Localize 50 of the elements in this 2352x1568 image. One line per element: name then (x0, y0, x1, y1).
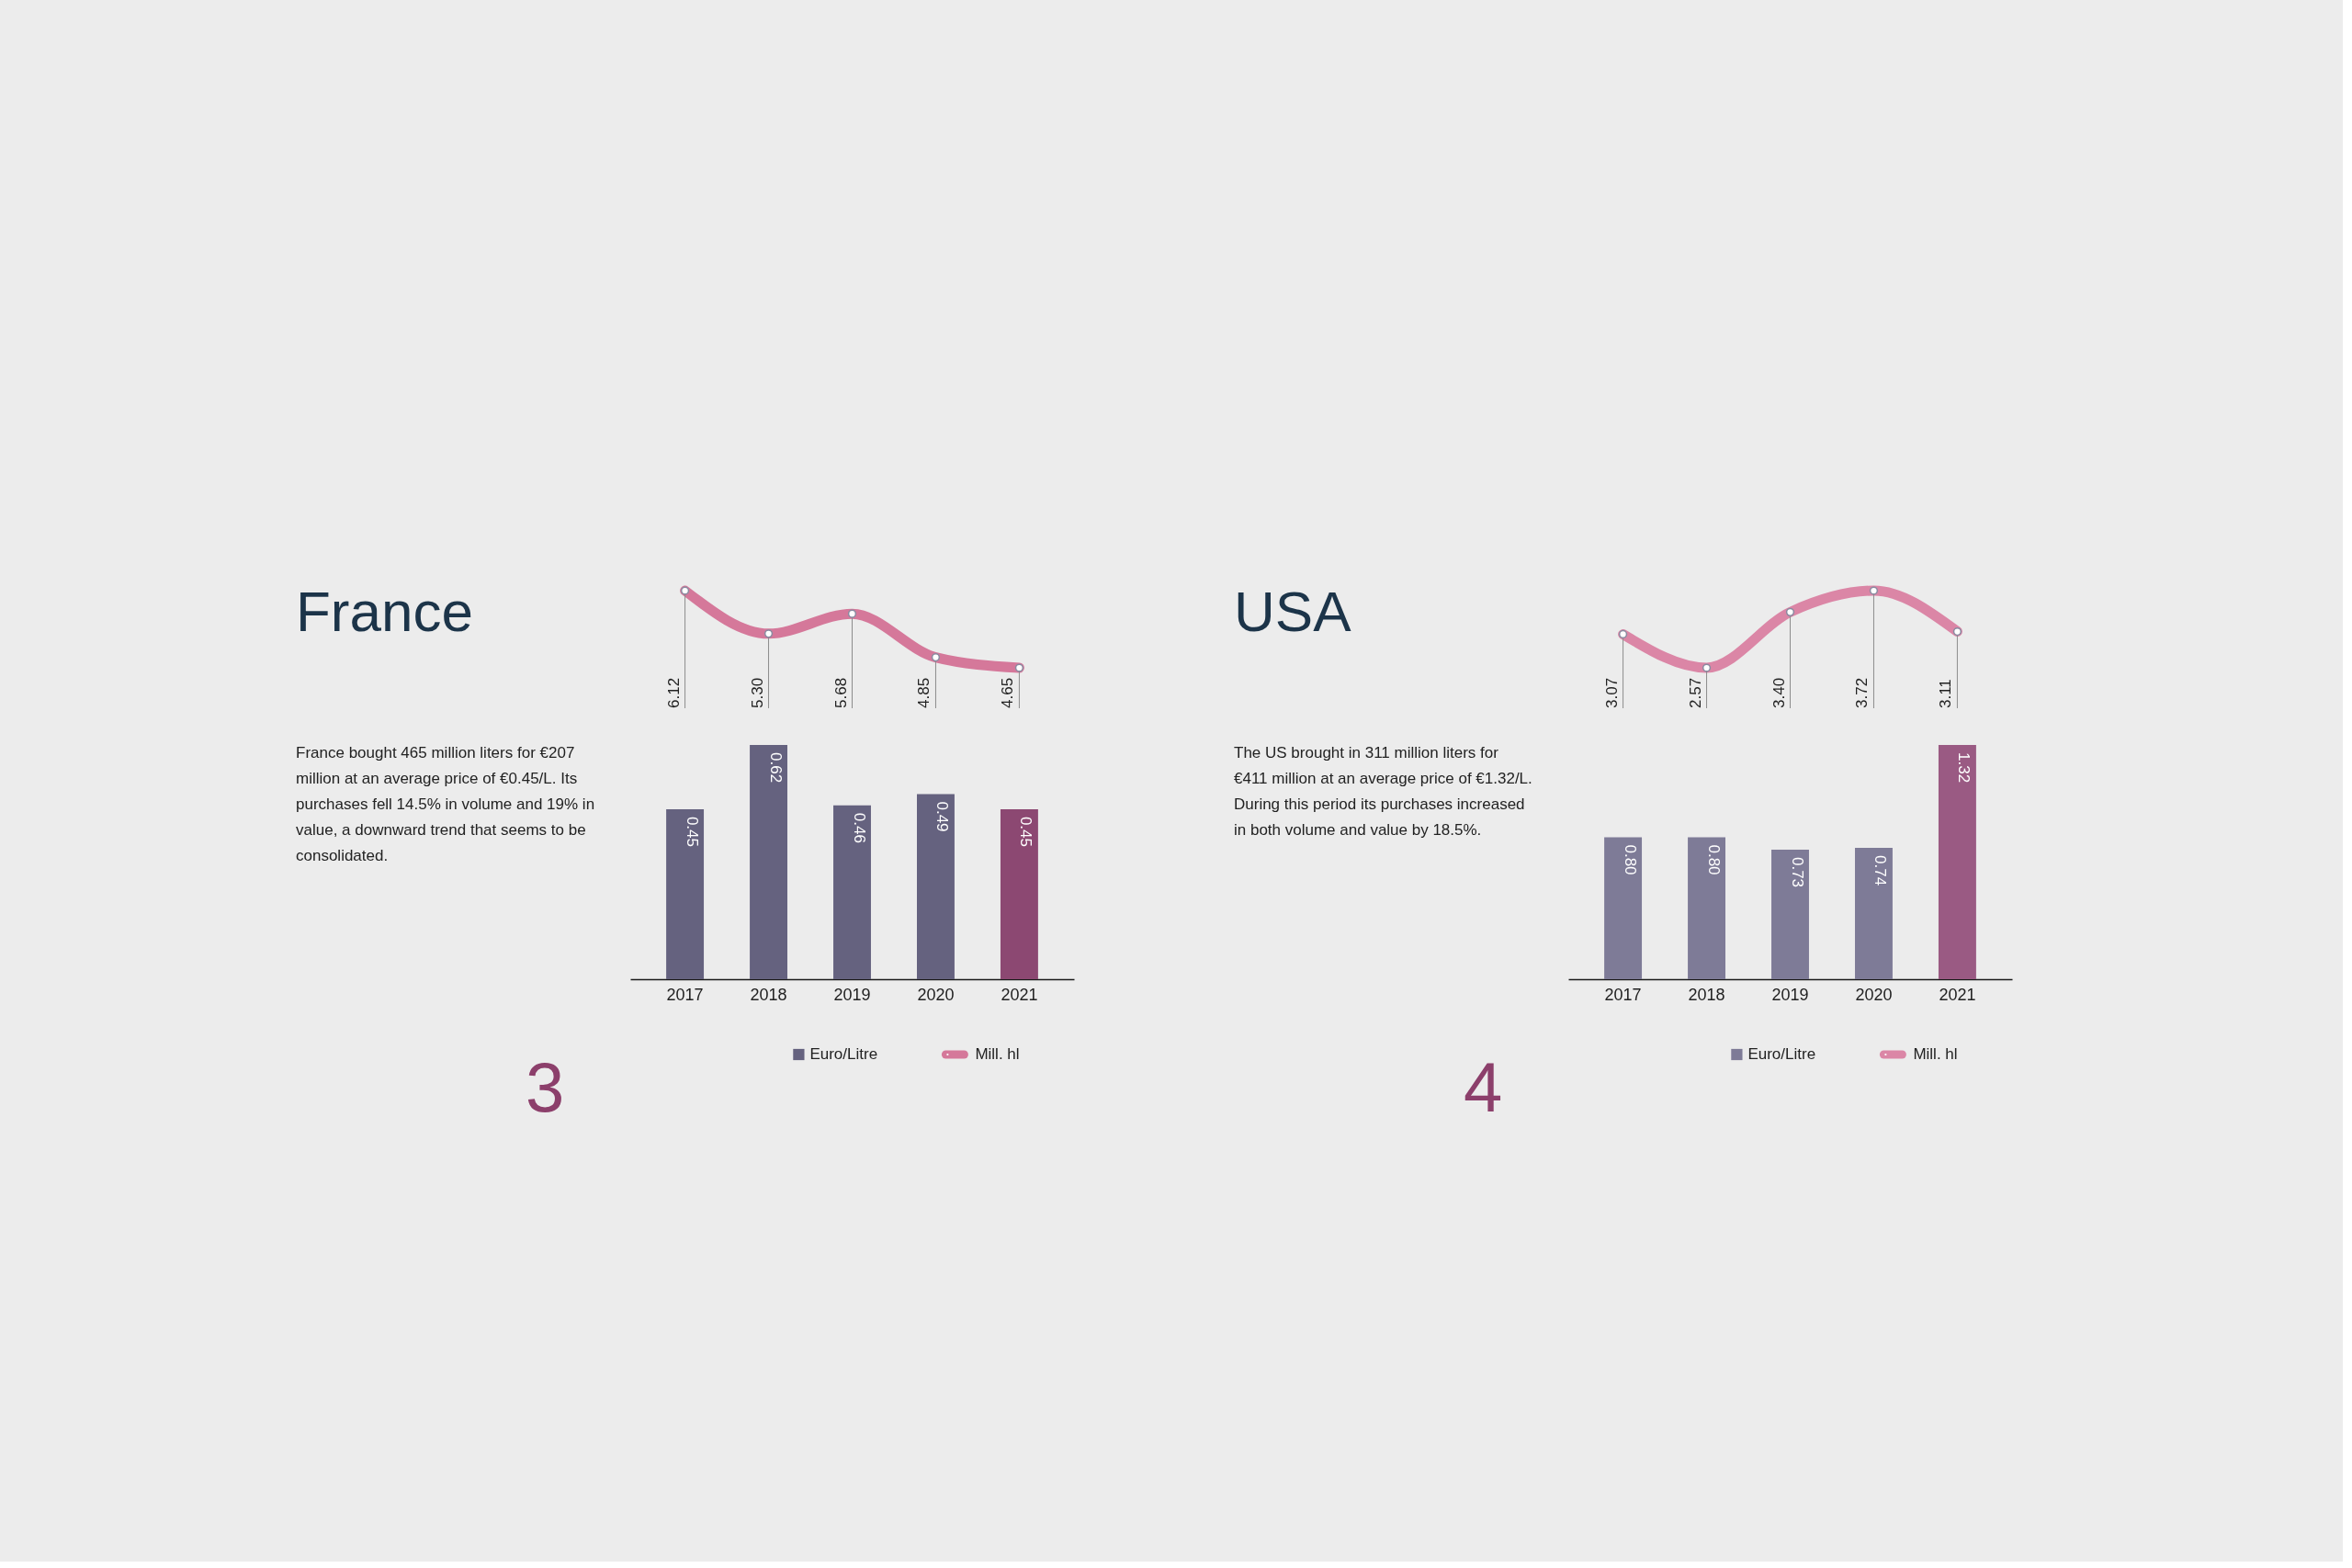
text: The US brought in 311 million liters for €411 million at an average price of €1.32/L. During this period its purchases increased in both volume and value by 18.5%. (1234, 744, 1532, 839)
x-tick-label: 2020 (1855, 985, 1893, 1004)
data-label: 0.45 (1017, 816, 1035, 848)
data-label: 3.72 (1853, 677, 1871, 708)
x-tick-label: 2017 (1604, 985, 1642, 1004)
chart-title: USA (1234, 580, 1352, 643)
data-label: 5.68 (831, 677, 850, 708)
data-label: 0.80 (1704, 844, 1723, 875)
bar (1604, 837, 1643, 979)
data-label: 3.11 (1937, 679, 1955, 708)
legend-label: Euro/Litre (809, 1045, 878, 1063)
bar (1000, 808, 1038, 979)
data-label: 0.45 (683, 816, 701, 848)
data-label: 2.57 (1686, 677, 1704, 708)
x-tick-label: 2019 (833, 985, 871, 1004)
data-label: 3.07 (1602, 677, 1621, 708)
legend-label: Mill. hl (1913, 1045, 1958, 1063)
text: 3 (526, 1048, 565, 1126)
x-tick-label: 2021 (1939, 985, 1976, 1004)
legend-label: Euro/Litre (1747, 1045, 1816, 1063)
bar (1771, 849, 1809, 979)
data-label: 0.74 (1871, 855, 1890, 886)
x-tick-label: 2017 (666, 985, 704, 1004)
bar (666, 808, 705, 979)
bar (833, 805, 871, 979)
data-label: 0.80 (1621, 844, 1639, 875)
text: France bought 465 million liters for €207 million at an average price of €0.45/L. Its purchases fell 14.5% in volume and 19% in value, a downward trend that seems to be consolidated. (296, 744, 595, 864)
data-label: 0.46 (850, 812, 868, 843)
data-label: 6.12 (664, 677, 683, 708)
chart-title: France (296, 580, 473, 643)
x-tick-label: 2021 (1001, 985, 1038, 1004)
bar (1854, 848, 1893, 979)
data-label: 3.40 (1770, 677, 1788, 708)
x-tick-label: 2018 (750, 985, 787, 1004)
data-label: 1.32 (1955, 752, 1973, 784)
data-label: 0.49 (933, 801, 952, 832)
legend-label: Mill. hl (975, 1045, 1020, 1063)
data-label: 4.65 (999, 677, 1017, 708)
bar (1688, 837, 1726, 979)
data-label: 0.73 (1788, 856, 1806, 888)
data-label: 4.85 (915, 677, 933, 708)
x-tick-label: 2019 (1771, 985, 1809, 1004)
bar (916, 794, 955, 979)
x-tick-label: 2018 (1688, 985, 1725, 1004)
text: 4 (1464, 1048, 1503, 1126)
data-label: 5.30 (748, 677, 766, 708)
data-label: 0.62 (766, 752, 785, 784)
x-tick-label: 2020 (917, 985, 955, 1004)
bar (750, 745, 788, 979)
bar (1938, 745, 1976, 979)
